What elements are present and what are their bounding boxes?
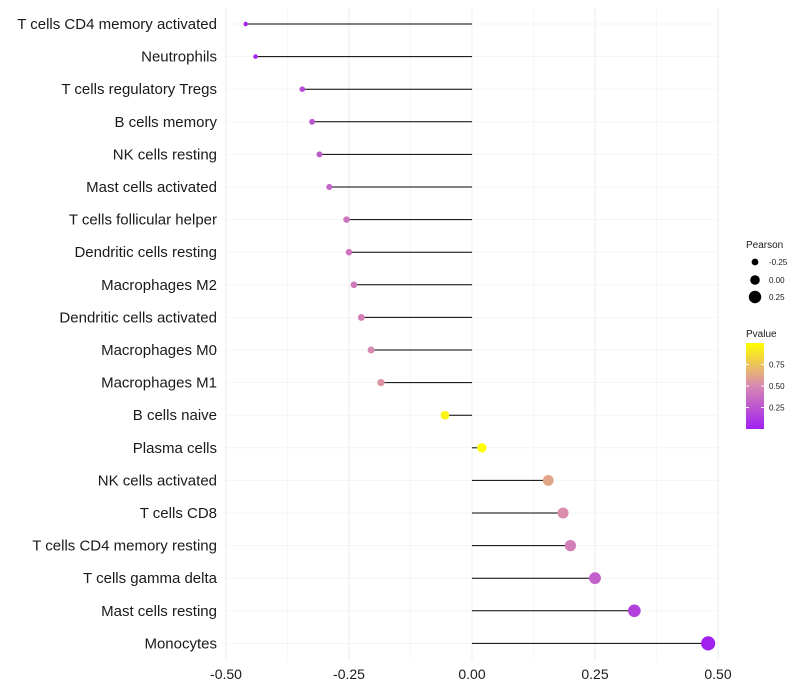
color-legend-label: 0.75 [769, 361, 785, 370]
lollipop-point [477, 443, 487, 453]
size-legend: Pearson -0.25 0.00 0.25 [746, 240, 788, 304]
lollipop-point [243, 21, 248, 27]
category-label: T cells CD4 memory resting [32, 538, 217, 555]
size-legend-key [748, 290, 762, 304]
lollipop-point [564, 539, 577, 552]
category-label: Monocytes [144, 635, 217, 652]
size-legend-title: Pearson [746, 240, 783, 251]
lollipop-point [440, 410, 450, 420]
category-label: NK cells activated [98, 472, 217, 489]
lollipop-point [367, 346, 375, 354]
lollipop-point [542, 474, 554, 486]
size-legend-key [751, 258, 759, 266]
category-label: B cells memory [114, 114, 217, 131]
lollipop-point [345, 248, 353, 256]
category-label: T cells CD4 memory activated [17, 16, 217, 33]
color-legend-bar [746, 343, 764, 429]
category-label: Mast cells resting [101, 603, 217, 620]
lollipop-stems [245, 23, 709, 644]
color-legend-label: 0.25 [769, 404, 785, 413]
category-label: T cells follicular helper [69, 212, 217, 229]
lollipop-point [557, 507, 569, 519]
grid-lines [225, 8, 719, 660]
lollipop-point [350, 281, 358, 289]
x-tick-label: 0.00 [458, 666, 485, 682]
lollipop-point [701, 636, 716, 651]
category-label: Dendritic cells resting [74, 244, 217, 261]
lollipop-point [377, 378, 385, 387]
lollipop-point [253, 54, 258, 59]
size-legend-label: 0.25 [769, 293, 785, 302]
x-axis-tick-labels: -0.50 -0.25 0.00 0.25 0.50 [210, 666, 732, 682]
lollipop-point [589, 572, 601, 585]
category-label: Plasma cells [133, 440, 217, 457]
lollipop-point [326, 183, 333, 191]
category-label: Neutrophils [141, 49, 217, 66]
x-tick-label: 0.50 [704, 666, 731, 682]
x-tick-label: -0.50 [210, 666, 242, 682]
lollipop-point [309, 118, 316, 125]
category-label: B cells naive [133, 407, 217, 424]
color-legend-label: 0.50 [769, 382, 785, 391]
category-label: T cells regulatory Tregs [61, 81, 217, 98]
color-legend: Pvalue 0.75 0.50 0.25 [746, 329, 785, 429]
category-label: Dendritic cells activated [59, 309, 217, 326]
category-label: T cells gamma delta [83, 570, 218, 587]
x-tick-label: -0.25 [333, 666, 365, 682]
lollipop-point [628, 604, 641, 618]
size-legend-label: -0.25 [769, 258, 788, 267]
x-tick-label: 0.25 [581, 666, 608, 682]
lollipop-point [316, 151, 323, 158]
category-labels: T cells CD4 memory activated Neutrophils T… [17, 16, 217, 652]
lollipop-point [357, 313, 365, 321]
category-label: Macrophages M2 [101, 277, 217, 294]
size-legend-label: 0.00 [769, 276, 785, 285]
lollipop-point [299, 86, 306, 93]
category-label: NK cells resting [113, 146, 217, 163]
lollipop-points [243, 21, 716, 651]
category-label: Macrophages M1 [101, 375, 217, 392]
lollipop-point [343, 216, 350, 223]
category-label: Mast cells activated [86, 179, 217, 196]
color-legend-title: Pvalue [746, 329, 777, 340]
size-legend-key [750, 275, 760, 285]
category-label: T cells CD8 [140, 505, 217, 522]
category-label: Macrophages M0 [101, 342, 217, 359]
